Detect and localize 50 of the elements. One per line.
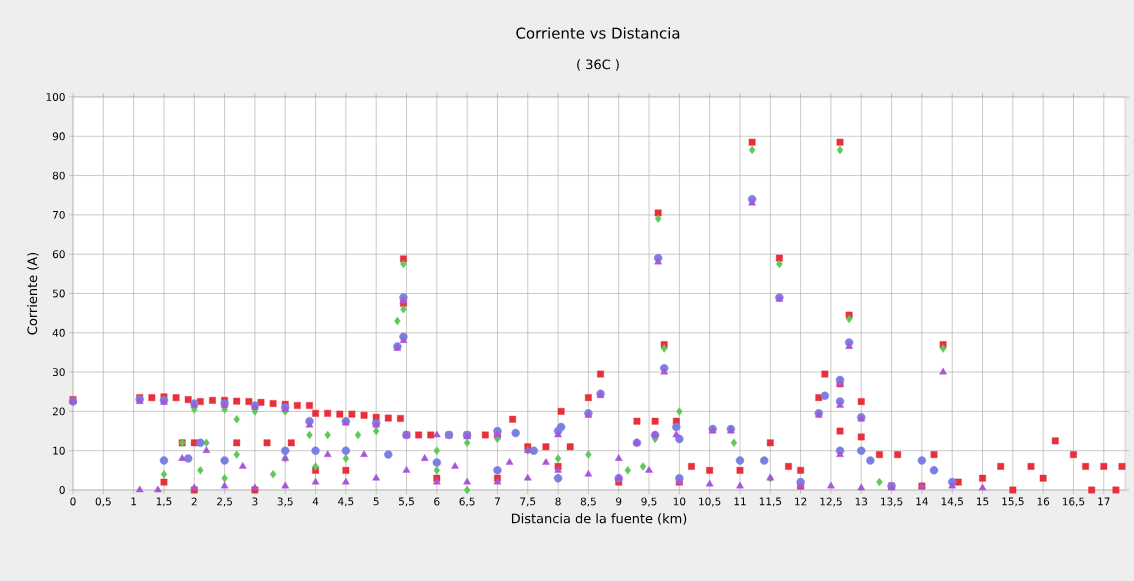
y-tick-label: 70 <box>53 210 65 219</box>
y-tick-label: 100 <box>46 93 65 101</box>
y-tick-label: 60 <box>52 250 65 259</box>
x-tick-label: 15 <box>977 497 989 506</box>
x-tick-label: 14 <box>916 497 928 506</box>
y-tick-label: 0 <box>59 486 65 494</box>
y-tick-label: 40 <box>52 328 65 337</box>
x-tick-label: 16 <box>1037 497 1050 506</box>
x-tick-label: 3,5 <box>277 497 293 507</box>
x-tick-label: 6,5 <box>459 497 475 507</box>
x-tick-label: 17 <box>1098 497 1110 506</box>
x-tick-label: 7,5 <box>520 497 536 507</box>
x-tick-label: 5 <box>373 497 379 506</box>
x-tick-label: 8 <box>555 497 561 506</box>
x-tick-label: 8,5 <box>580 497 596 507</box>
x-tick-label: 15,5 <box>1002 497 1024 507</box>
x-axis-title: Distancia de la fuente (km) <box>511 513 687 525</box>
y-tick-label: 80 <box>52 171 65 180</box>
x-tick-label: 14,5 <box>941 497 963 507</box>
x-tick-label: 2,5 <box>217 497 232 507</box>
x-tick-label: 4 <box>312 497 319 506</box>
y-axis-title: Corriente (A) <box>27 252 39 335</box>
y-tick-label: 30 <box>52 368 65 377</box>
x-tick-label: 13,5 <box>881 497 903 507</box>
x-tick-label: 9 <box>616 497 622 506</box>
chart-title: Corriente vs Distancia <box>516 27 680 39</box>
y-tick-label: 50 <box>52 289 65 298</box>
x-tick-label: 12,5 <box>820 497 842 507</box>
x-tick-label: 6 <box>434 497 440 506</box>
x-tick-label: 11,5 <box>759 497 782 507</box>
y-tick-label: 10 <box>53 446 65 455</box>
x-tick-label: 16,5 <box>1062 497 1085 507</box>
x-tick-label: 13 <box>855 497 868 506</box>
y-tick-label: 20 <box>52 407 65 416</box>
x-tick-label: 0,5 <box>95 497 111 507</box>
y-tick-label: 90 <box>52 132 65 141</box>
x-tick-label: 0 <box>70 497 76 506</box>
x-tick-label: 9,5 <box>641 497 657 507</box>
x-tick-label: 2 <box>191 497 197 506</box>
x-tick-label: 10,5 <box>699 497 721 507</box>
x-tick-label: 1 <box>131 497 136 506</box>
x-tick-label: 7 <box>494 497 500 506</box>
x-tick-label: 5,5 <box>398 497 414 507</box>
x-tick-label: 3 <box>252 497 258 506</box>
x-tick-label: 12 <box>795 497 807 506</box>
x-tick-label: 11 <box>734 497 746 506</box>
x-tick-label: 1,5 <box>156 497 172 507</box>
chart-subtitle: ( 36C ) <box>577 59 619 71</box>
x-tick-label: 4,5 <box>338 497 354 507</box>
x-tick-label: 10 <box>673 497 686 506</box>
